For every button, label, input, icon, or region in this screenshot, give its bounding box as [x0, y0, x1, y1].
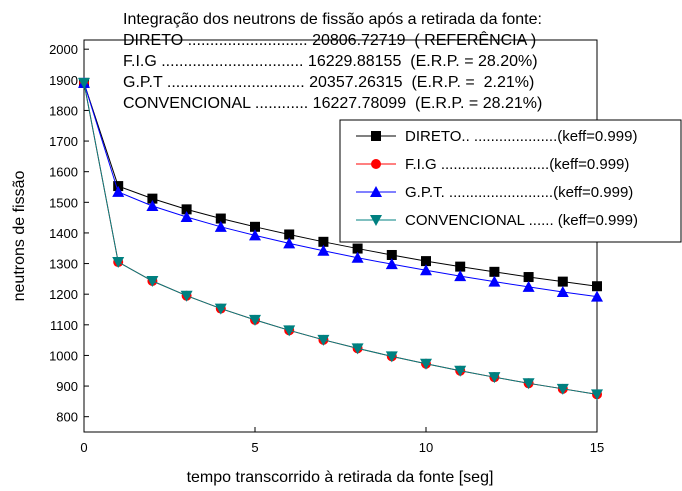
marker — [592, 281, 602, 292]
marker — [454, 270, 467, 282]
marker — [112, 185, 125, 197]
y-tick-label: 1200 — [49, 287, 78, 302]
y-axis-label: neutrons de fissão — [11, 171, 28, 302]
marker — [180, 290, 193, 302]
marker — [557, 276, 568, 287]
marker — [556, 286, 569, 298]
marker — [283, 325, 296, 337]
marker — [284, 229, 295, 240]
marker — [112, 257, 125, 269]
y-tick-label: 1600 — [49, 165, 78, 180]
x-tick-label: 5 — [251, 440, 258, 455]
x-tick-label: 15 — [590, 440, 604, 455]
marker — [214, 303, 227, 315]
y-tick-label: 1900 — [49, 73, 78, 88]
y-tick-label: 900 — [56, 379, 78, 394]
marker — [488, 275, 501, 287]
x-tick-label: 10 — [419, 440, 433, 455]
marker — [78, 77, 90, 89]
annotation: DIRETO ........................... 20806… — [123, 30, 536, 49]
y-tick-label: 1300 — [49, 257, 78, 272]
marker — [421, 256, 431, 267]
y-tick-label: 1500 — [49, 195, 78, 210]
marker — [351, 343, 364, 355]
marker — [147, 193, 158, 204]
marker — [181, 204, 192, 215]
legend-marker — [371, 131, 381, 141]
marker — [146, 276, 159, 288]
y-tick-label: 1800 — [49, 103, 78, 118]
marker — [352, 243, 363, 254]
legend-box — [339, 119, 682, 243]
annotation: CONVENCIONAL ............ 16227.78099 (E… — [123, 95, 542, 112]
marker — [180, 211, 193, 223]
y-tick-label: 1700 — [49, 134, 78, 149]
series-line — [83, 82, 598, 287]
legend-label: F.I.G ..........................(keff=0.… — [405, 156, 629, 173]
marker — [317, 334, 330, 346]
marker — [556, 383, 569, 395]
y-tick-label: 1000 — [49, 348, 78, 363]
legend-marker — [370, 186, 382, 197]
marker — [455, 261, 466, 272]
legend-label: DIRETO.. ....................(keff=0.999… — [405, 128, 637, 145]
marker — [317, 244, 330, 256]
marker — [523, 272, 534, 283]
legend-label: CONVENCIONAL ...... (keff=0.999) — [405, 212, 638, 229]
series-line — [83, 82, 598, 395]
marker — [454, 365, 467, 377]
marker — [489, 266, 500, 277]
marker — [146, 199, 159, 211]
y-tick-label: 2000 — [49, 42, 78, 57]
marker — [385, 258, 398, 270]
marker — [250, 221, 260, 232]
marker — [214, 220, 227, 232]
marker — [591, 389, 603, 401]
marker — [249, 314, 261, 326]
marker — [249, 229, 261, 241]
marker — [522, 378, 535, 390]
marker — [591, 290, 603, 302]
series-line — [83, 82, 598, 298]
annotation: G.P.T ............................... 20… — [123, 74, 534, 91]
marker — [522, 280, 535, 292]
y-tick-label: 800 — [56, 410, 78, 425]
marker — [215, 213, 226, 224]
y-tick-label: 1400 — [49, 226, 78, 241]
legend-marker — [371, 159, 381, 169]
marker — [386, 249, 397, 260]
legend-label: G.P.T. .........................(keff=0.… — [405, 184, 633, 201]
marker — [420, 264, 432, 276]
annotation: F.I.G ................................ 1… — [123, 53, 538, 70]
legend-marker — [370, 215, 382, 226]
marker — [318, 236, 329, 247]
marker — [420, 358, 432, 370]
marker — [385, 351, 398, 363]
marker — [488, 372, 501, 384]
y-tick-label: 1100 — [50, 318, 78, 333]
x-tick-label: 0 — [80, 440, 87, 455]
annotation: Integração dos neutrons de fissão após a… — [123, 11, 542, 28]
marker — [283, 237, 296, 249]
marker — [351, 251, 364, 263]
x-axis-label: tempo transcorrido à retirada da fonte [… — [187, 469, 494, 486]
